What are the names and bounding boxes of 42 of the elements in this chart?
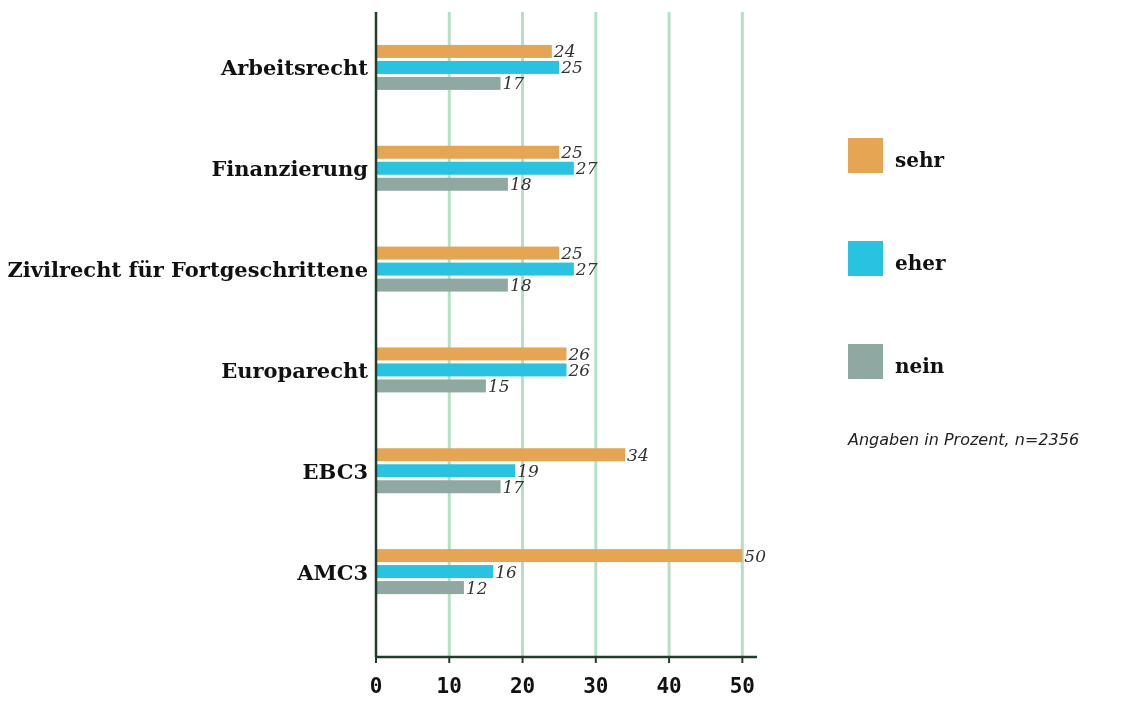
bar bbox=[376, 448, 626, 462]
y-tick-label: Arbeitsrecht bbox=[219, 55, 369, 81]
bar bbox=[376, 76, 501, 90]
data-label: 34 bbox=[627, 444, 649, 465]
bar bbox=[376, 161, 574, 175]
x-tick-label: 50 bbox=[729, 674, 755, 698]
x-tick-label: 30 bbox=[583, 674, 609, 698]
bar bbox=[376, 246, 560, 260]
bar bbox=[376, 565, 494, 579]
text: Angaben in Prozent, n=2356 bbox=[847, 430, 1080, 449]
data-label: 18 bbox=[509, 174, 532, 195]
data-label: 12 bbox=[465, 577, 488, 598]
x-tick-label: 0 bbox=[369, 674, 383, 698]
y-tick-label: Zivilrecht für Fortgeschrittene bbox=[7, 257, 368, 283]
data-label: 18 bbox=[509, 275, 532, 296]
legend-label: eher bbox=[895, 251, 946, 275]
data-label: 17 bbox=[502, 73, 525, 94]
bar bbox=[376, 581, 464, 595]
y-tick-label: EBC3 bbox=[302, 458, 368, 484]
y-tick-label: Finanzierung bbox=[211, 156, 369, 182]
x-tick-label: 40 bbox=[656, 674, 682, 698]
bar bbox=[376, 379, 486, 393]
data-label: 50 bbox=[744, 545, 767, 566]
x-tick-label: 20 bbox=[509, 674, 536, 698]
bar bbox=[376, 278, 508, 292]
bar bbox=[376, 549, 743, 563]
data-label: 16 bbox=[495, 561, 518, 582]
bar bbox=[376, 347, 567, 361]
bar bbox=[376, 60, 560, 74]
bar bbox=[376, 177, 508, 191]
bar bbox=[376, 363, 567, 377]
data-label: 15 bbox=[487, 375, 510, 396]
legend-label: nein bbox=[895, 354, 945, 378]
bar bbox=[376, 145, 560, 159]
bar bbox=[376, 262, 574, 276]
bar bbox=[376, 480, 501, 494]
x-tick-label: 10 bbox=[436, 674, 462, 698]
bar bbox=[376, 44, 552, 58]
legend-label: sehr bbox=[895, 148, 945, 172]
y-tick-label: AMC3 bbox=[296, 559, 368, 585]
y-tick-label: Europarecht bbox=[221, 357, 369, 383]
bar bbox=[376, 464, 516, 478]
